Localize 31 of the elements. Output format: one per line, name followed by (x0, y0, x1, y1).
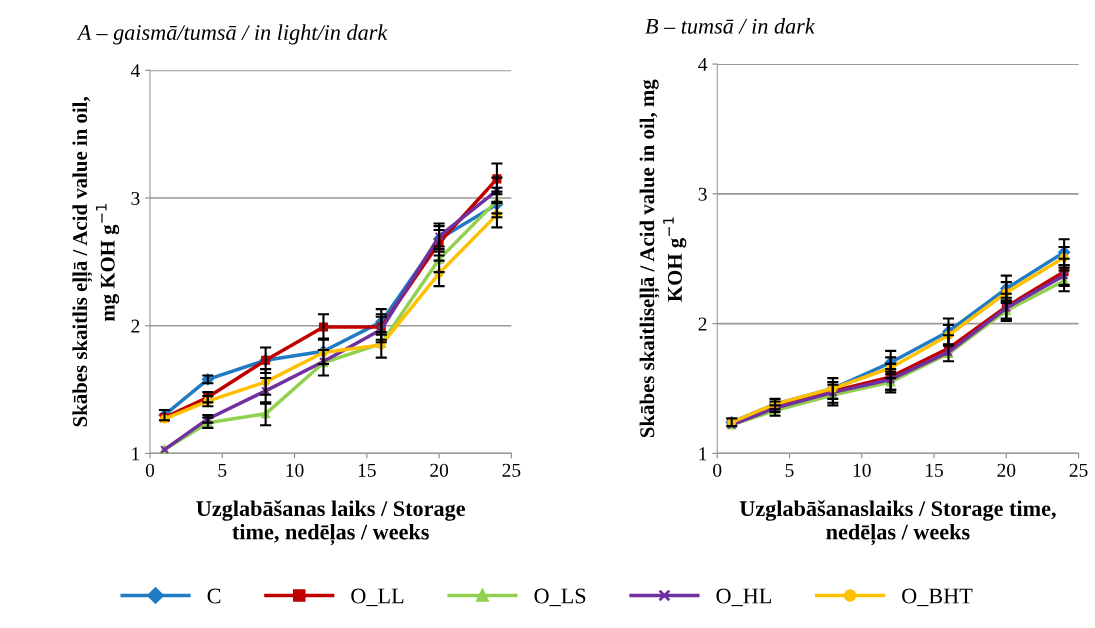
legend-label: O_HL (716, 588, 771, 607)
x-tick-label: 0 (713, 463, 722, 477)
y-tick-label: 4 (130, 64, 140, 78)
x-tick-label: 15 (358, 463, 376, 477)
x-tick-label: 5 (785, 463, 794, 477)
x-tick-label: 25 (502, 463, 521, 477)
x-axis-title: Uzglabāšanaslaiks / Storage time, nedēļas / weeks (739, 500, 1056, 545)
y-axis-title: Skābes skaitliseļļā / Acid value in oil, mg KOH g$^{−1}$ (639, 79, 687, 438)
y-tick-label: 2 (698, 317, 707, 331)
y-tick-label: 3 (131, 191, 140, 205)
legend-label: O_LS (534, 588, 586, 607)
y-axis-title: Skābes skaitlis eļļā / Acid value in oil, mg KOH g$^{−1}$ (72, 97, 120, 427)
x-tick-label: 0 (145, 463, 155, 477)
y-tick-label: 1 (699, 447, 707, 461)
x-tick-label: 5 (218, 463, 227, 477)
legend-label: C (207, 588, 221, 604)
y-tick-label: 3 (698, 187, 707, 201)
x-tick-label: 10 (853, 463, 871, 477)
x-tick-label: 20 (997, 463, 1016, 477)
y-tick-label: 1 (132, 447, 140, 461)
x-axis-title: Uzglabāšanas laiks / Storage time, nedēļas / weeks (196, 500, 466, 545)
y-tick-label: 4 (698, 58, 708, 71)
x-tick-label: 20 (430, 463, 449, 477)
chart-title: B – tumsā / in dark (645, 18, 816, 34)
legend-label: O_LL (351, 588, 404, 607)
x-tick-label: 15 (926, 463, 943, 477)
x-tick-label: 25 (1069, 463, 1088, 477)
legend-label: O_BHT (902, 588, 973, 607)
chart-title: A – gaismā/tumsā / in light/in dark (76, 24, 388, 45)
x-tick-label: 10 (286, 463, 304, 477)
y-tick-label: 2 (131, 319, 140, 333)
